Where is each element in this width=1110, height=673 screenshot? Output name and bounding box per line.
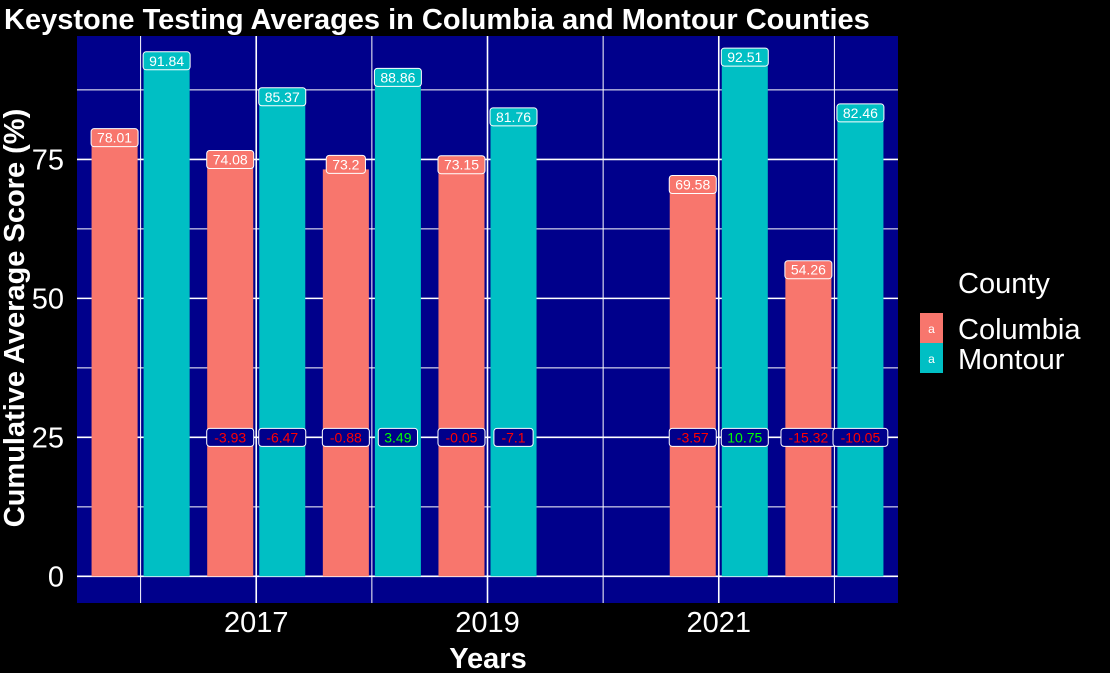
bar-montour: [837, 117, 884, 577]
value-label-box: [206, 150, 255, 170]
y-tick-label: 0: [48, 561, 64, 593]
legend-key-montour: [920, 343, 943, 373]
value-label-box: [489, 107, 538, 127]
value-label: 73.15: [444, 157, 479, 173]
change-label-box: [493, 427, 534, 447]
value-label: 88.86: [380, 69, 415, 85]
value-label-box: [325, 154, 366, 174]
value-label: 74.08: [213, 152, 248, 168]
value-label-box: [437, 155, 486, 175]
value-label: 92.51: [727, 49, 762, 65]
value-label: 85.37: [265, 89, 300, 105]
legend-title: County: [958, 268, 1050, 300]
legend-key-columbia: [920, 313, 943, 343]
bar-columbia: [438, 169, 485, 577]
change-label: -15.32: [789, 429, 829, 445]
x-tick-label: 2019: [455, 607, 520, 639]
legend-label-columbia: Columbia: [958, 314, 1081, 346]
value-label-box: [373, 67, 422, 87]
change-label-box: [377, 427, 418, 447]
x-tick-label: 2021: [687, 607, 752, 639]
value-label: 81.76: [496, 109, 531, 125]
y-tick-label: 25: [32, 422, 64, 454]
bar-montour: [259, 101, 306, 577]
legend-label-montour: Montour: [958, 344, 1065, 376]
change-label: -7.1: [501, 429, 525, 445]
change-labels: -3.93 -0.88 -0.05 -3.57 -15.32 -6.47 3.49 -7.1 1…: [206, 427, 889, 447]
change-label: -0.88: [330, 429, 362, 445]
x-axis-title: Years: [449, 643, 526, 673]
bar-columbia: [669, 189, 716, 577]
change-label: -10.05: [841, 429, 881, 445]
x-tick-label: 2017: [224, 607, 289, 639]
chart-title: Keystone Testing Averages in Columbia an…: [4, 4, 870, 36]
change-label: -3.57: [677, 429, 709, 445]
change-label-box: [321, 427, 370, 447]
y-tick-label: 50: [32, 283, 64, 315]
legend-key-text: a: [928, 352, 935, 366]
value-label: 91.84: [149, 53, 184, 69]
change-label: 3.49: [384, 429, 411, 445]
y-axis-title: Cumulative Average Score (%): [0, 109, 31, 528]
change-label-box: [258, 427, 307, 447]
value-label-box: [90, 128, 139, 148]
legend: County a Columbia a Montour: [920, 268, 1081, 376]
value-label: 69.58: [675, 177, 710, 193]
value-label-box: [142, 51, 191, 71]
value-label-box: [720, 47, 769, 67]
change-label-box: [437, 427, 486, 447]
value-label-box: [784, 260, 833, 280]
bar-montour: [490, 121, 537, 577]
bar-columbia: [322, 169, 369, 577]
bar-montour: [721, 62, 768, 577]
bar-montour: [143, 65, 190, 577]
change-label-box: [668, 427, 717, 447]
change-label-box: [832, 427, 889, 447]
y-tick-label: 75: [32, 144, 64, 176]
y-tick-labels: 0 25 50 75: [32, 144, 64, 593]
bar-montour: [374, 82, 421, 577]
x-tick-labels: 2017 2019 2021: [224, 607, 751, 639]
bars: [91, 62, 884, 577]
value-label: 73.2: [332, 156, 359, 172]
value-label: 78.01: [97, 130, 132, 146]
value-label-box: [668, 175, 717, 195]
bar-columbia: [207, 164, 254, 577]
value-labels: 78.01 74.08 73.2 73.15 69.58 54.26 91.84 85.37 8…: [90, 47, 885, 280]
bar-columbia: [91, 142, 138, 577]
value-label: 54.26: [791, 262, 826, 278]
change-label-box: [720, 427, 769, 447]
legend-key-text: a: [928, 322, 935, 336]
change-label: 10.75: [727, 429, 762, 445]
bar-columbia: [785, 274, 832, 577]
value-label: 82.46: [843, 105, 878, 121]
value-label-box: [836, 103, 885, 123]
change-label: -6.47: [266, 429, 298, 445]
value-label-box: [258, 87, 307, 107]
change-label-box: [206, 427, 255, 447]
change-label: -0.05: [446, 429, 478, 445]
change-label: -3.93: [214, 429, 246, 445]
